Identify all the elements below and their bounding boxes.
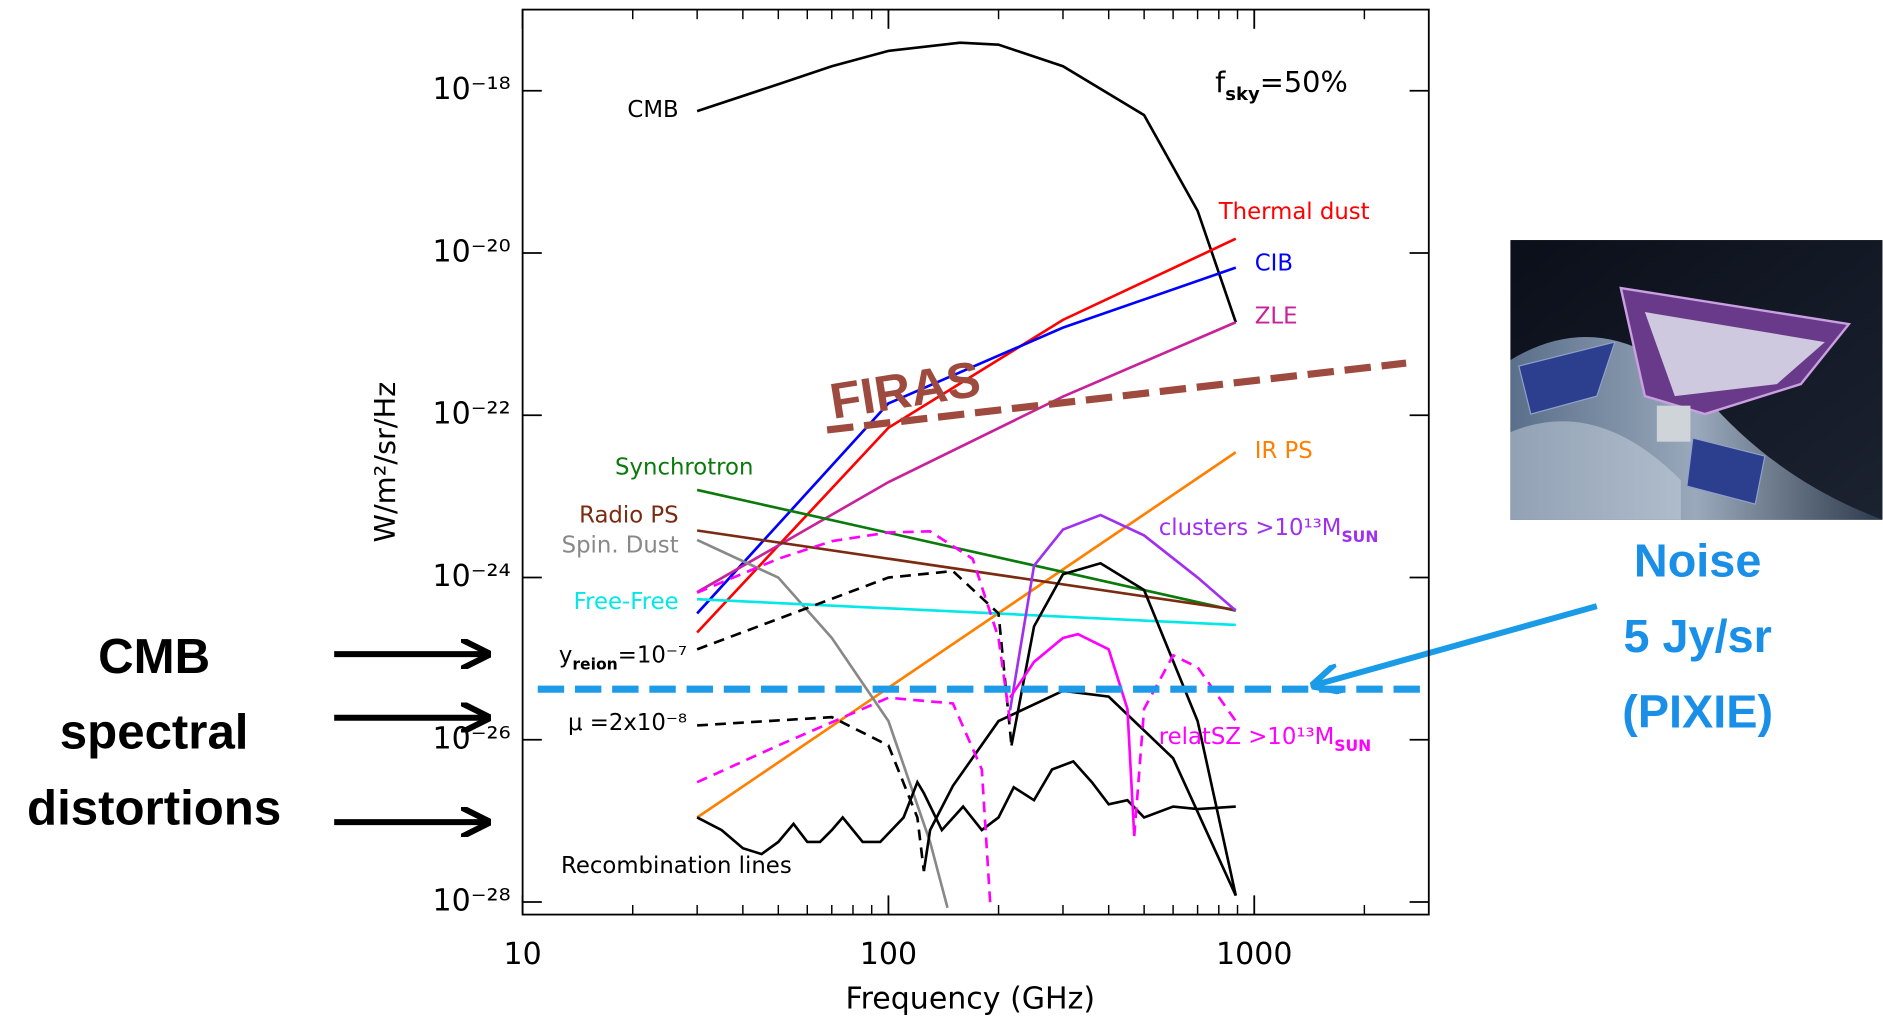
label-part: f <box>1215 65 1226 99</box>
series-label: yreion=10⁻⁷ <box>559 642 687 673</box>
label-part: reion <box>572 655 617 673</box>
series-line <box>696 569 1013 746</box>
plot-frame <box>521 8 1430 916</box>
series-line <box>1008 513 1237 711</box>
series-label: IR PS <box>1255 438 1313 464</box>
series-label: relatSZ >10¹³MSUN <box>1159 723 1371 754</box>
label-part: y <box>559 642 573 668</box>
label-part: relatSZ >10¹³M <box>1159 723 1335 749</box>
y-tick-label: 10⁻²⁴ <box>433 559 511 594</box>
series-line <box>696 451 1237 819</box>
fsky-annotation: fsky=50% <box>1215 65 1348 105</box>
series-line <box>696 538 949 909</box>
series-line <box>696 488 1237 612</box>
series-label: Recombination lines <box>561 853 792 879</box>
y-tick-label: 10⁻¹⁸ <box>433 72 511 107</box>
label-part: sky <box>1225 84 1260 105</box>
series-label: Radio PS <box>579 503 679 529</box>
y-tick-label: 10⁻²² <box>433 397 511 432</box>
plot-area <box>537 41 1423 909</box>
series-label: Thermal dust <box>1218 199 1370 225</box>
noise-label: (PIXIE) <box>1622 686 1773 738</box>
label-part: clusters >10¹³M <box>1159 515 1342 541</box>
series-label: CIB <box>1255 251 1293 277</box>
x-axis-title: Frequency (GHz) <box>846 981 1095 1016</box>
series-line <box>1010 561 1238 896</box>
series-line <box>922 689 1237 897</box>
series-line <box>1132 653 1237 837</box>
y-tick-label: 10⁻²⁸ <box>433 884 511 919</box>
distortions-label: CMB <box>98 629 210 684</box>
series-line <box>696 266 1237 615</box>
series-line <box>696 759 1236 856</box>
label-part: =50% <box>1260 65 1348 99</box>
satellite-image <box>1510 240 1883 520</box>
distortions-label: spectral <box>60 705 249 760</box>
series-label: Free-Free <box>574 589 679 615</box>
series-line <box>696 41 1238 323</box>
x-tick-label: 1000 <box>1216 937 1292 972</box>
distortions-label: distortions <box>27 780 281 835</box>
series-line <box>1008 632 1136 837</box>
series-line <box>696 237 1237 634</box>
series-label: clusters >10¹³MSUN <box>1159 515 1379 546</box>
y-tick-label: 10⁻²⁶ <box>433 721 511 756</box>
series-label: ZLE <box>1255 303 1298 329</box>
label-part: SUN <box>1341 528 1378 546</box>
series-line <box>696 696 992 908</box>
series-line <box>826 359 1407 434</box>
series-label: CMB <box>627 97 678 123</box>
y-tick-label: 10⁻²⁰ <box>433 234 511 269</box>
label-part: =10⁻⁷ <box>618 642 687 668</box>
y-axis-title: W/m²/sr/Hz <box>368 382 402 543</box>
series-line <box>696 530 1012 722</box>
label-part: SUN <box>1334 736 1371 754</box>
x-tick-label: 10 <box>504 937 542 972</box>
noise-label: 5 Jy/sr <box>1623 610 1771 662</box>
series-line <box>696 321 1237 594</box>
series-line <box>697 715 926 872</box>
series-label: Synchrotron <box>615 455 753 481</box>
noise-label: Noise <box>1634 534 1761 586</box>
series-line <box>697 597 1236 627</box>
x-tick-label: 100 <box>860 937 917 972</box>
arrow <box>1314 603 1598 685</box>
series-label: Spin. Dust <box>562 533 679 559</box>
series-label: μ =2x10⁻⁸ <box>568 710 687 736</box>
